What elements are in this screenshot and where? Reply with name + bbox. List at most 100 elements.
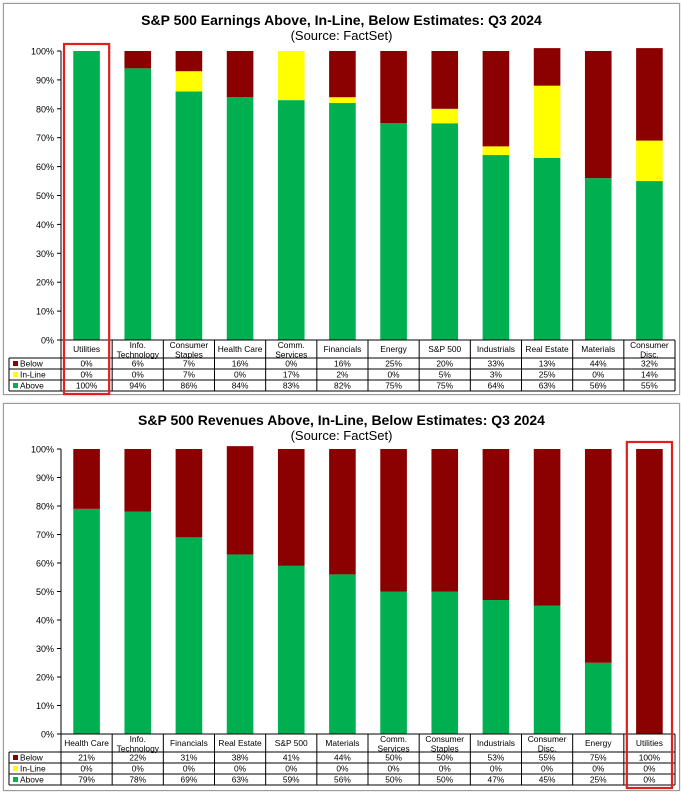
- data-label: 75%: [385, 381, 402, 391]
- highlight-box: [62, 42, 111, 396]
- bar-above: [124, 68, 152, 340]
- data-label: 56%: [334, 775, 351, 785]
- legend-swatch: [13, 777, 18, 782]
- data-label: 63%: [232, 775, 249, 785]
- bar-below: [482, 51, 510, 147]
- category-label: Services: [275, 350, 307, 360]
- data-label: 0%: [439, 764, 452, 774]
- data-label: 7%: [183, 370, 196, 380]
- bar-above: [175, 91, 203, 341]
- category-label: Comm.: [278, 340, 305, 350]
- category-label: Services: [378, 744, 410, 754]
- y-tick-label: 60%: [36, 162, 54, 172]
- bar-in-line: [329, 97, 356, 104]
- bar-below: [175, 51, 203, 72]
- y-tick-label: 10%: [36, 307, 54, 317]
- legend-swatch: [13, 383, 18, 388]
- bar-above: [380, 591, 407, 734]
- data-label: 50%: [436, 753, 453, 763]
- category-label: Technology: [117, 744, 160, 754]
- category-label: Technology: [117, 350, 160, 360]
- revenues-chart-panel: S&P 500 Revenues Above, In-Line, Below E…: [3, 403, 680, 791]
- data-label: 45%: [539, 775, 556, 785]
- y-tick-label: 90%: [36, 75, 54, 85]
- data-label: 0%: [592, 370, 605, 380]
- category-label: Utilities: [73, 344, 100, 354]
- bar-in-line: [175, 71, 203, 92]
- legend-label: Below: [20, 753, 44, 763]
- earnings-chart-panel: S&P 500 Earnings Above, In-Line, Below E…: [3, 3, 680, 396]
- category-label: Health Care: [64, 738, 109, 748]
- data-label: 86%: [181, 381, 198, 391]
- data-label: 84%: [232, 381, 249, 391]
- data-label: 50%: [385, 753, 402, 763]
- data-label: 0%: [234, 370, 247, 380]
- data-label: 32%: [641, 359, 658, 369]
- bar-above: [73, 51, 100, 340]
- data-label: 25%: [590, 775, 607, 785]
- bar-below: [431, 51, 459, 109]
- data-label: 50%: [436, 775, 453, 785]
- bar-above: [277, 565, 305, 734]
- bar-below: [124, 51, 152, 69]
- y-tick-label: 10%: [36, 701, 54, 711]
- data-label: 100%: [76, 381, 98, 391]
- data-label: 17%: [283, 370, 300, 380]
- category-label: Health Care: [218, 344, 263, 354]
- bar-above: [533, 157, 561, 340]
- data-table: Utilities Info.TechnologyConsumerStaplesH…: [8, 339, 676, 392]
- data-label: 69%: [181, 775, 198, 785]
- bar-below: [124, 449, 152, 512]
- data-label: 75%: [436, 381, 453, 391]
- data-label: 0%: [388, 370, 401, 380]
- y-tick-label: 30%: [36, 249, 54, 259]
- y-tick-label: 0%: [41, 336, 54, 346]
- data-label: 56%: [590, 381, 607, 391]
- category-label: Consumer: [528, 734, 567, 744]
- bar-above: [482, 155, 510, 340]
- y-tick-label: 50%: [36, 587, 54, 597]
- bar-above: [175, 537, 203, 734]
- category-label: Financials: [324, 344, 362, 354]
- data-label: 0%: [132, 764, 145, 774]
- data-label: 25%: [385, 359, 402, 369]
- chart-subtitle: (Source: FactSet): [290, 28, 393, 43]
- bar-below: [636, 449, 663, 734]
- data-label: 0%: [643, 764, 656, 774]
- data-label: 0%: [336, 764, 349, 774]
- data-table: Health Care Info.Technology Financials Real…: [8, 733, 676, 786]
- data-label: 79%: [78, 775, 95, 785]
- chart-title: S&P 500 Earnings Above, In-Line, Below E…: [141, 12, 542, 28]
- category-label: Energy: [585, 738, 612, 748]
- data-label: 16%: [334, 359, 351, 369]
- bar-above: [124, 511, 152, 734]
- data-label: 50%: [385, 775, 402, 785]
- data-label: 0%: [81, 370, 94, 380]
- data-label: 0%: [285, 764, 298, 774]
- legend-swatch: [13, 372, 18, 377]
- category-label: Real Estate: [218, 738, 262, 748]
- data-label: 0%: [81, 764, 94, 774]
- data-label: 75%: [590, 753, 607, 763]
- data-label: 44%: [590, 359, 607, 369]
- category-label: Consumer: [425, 734, 464, 744]
- y-tick-label: 60%: [36, 559, 54, 569]
- data-label: 38%: [232, 753, 249, 763]
- data-label: 0%: [183, 764, 196, 774]
- data-label: 31%: [181, 753, 198, 763]
- data-label: 83%: [283, 381, 300, 391]
- data-label: 22%: [129, 753, 146, 763]
- category-label: Materials: [581, 344, 615, 354]
- y-tick-label: 20%: [36, 278, 54, 288]
- bar-above: [482, 600, 510, 734]
- data-label: 44%: [334, 753, 351, 763]
- data-label: 78%: [129, 775, 146, 785]
- data-label: 64%: [488, 381, 505, 391]
- bar-above: [431, 591, 459, 734]
- data-label: 25%: [539, 370, 556, 380]
- data-label: 16%: [232, 359, 249, 369]
- category-label: S&P 500: [428, 344, 461, 354]
- data-label: 13%: [539, 359, 556, 369]
- data-label: 0%: [234, 764, 247, 774]
- bar-above: [277, 100, 305, 340]
